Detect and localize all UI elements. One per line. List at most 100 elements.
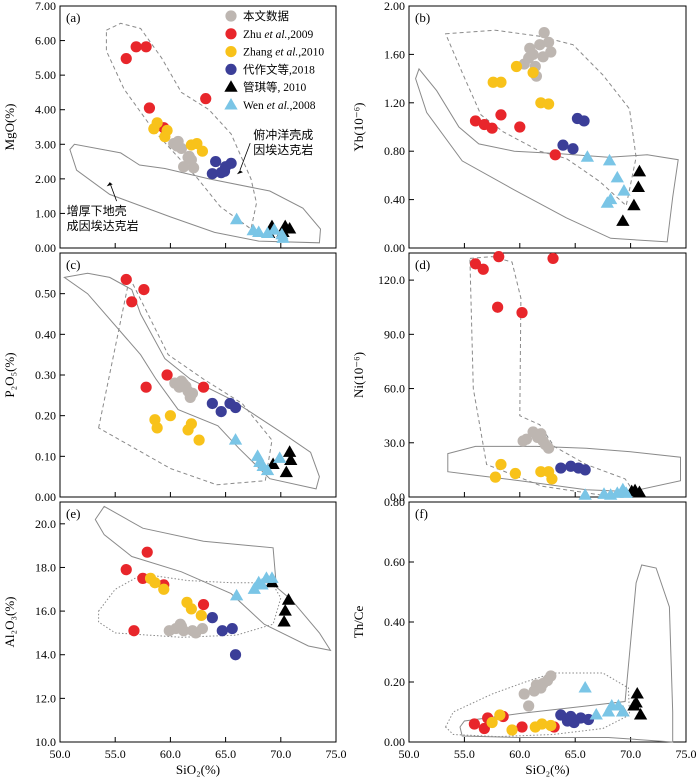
data-point xyxy=(281,593,296,605)
panel-tag: (b) xyxy=(415,10,430,25)
legend-marker xyxy=(225,28,237,40)
data-point xyxy=(535,682,547,694)
y-tick-label: 16.0 xyxy=(35,604,56,618)
y-tick-label: 0.80 xyxy=(384,144,405,158)
data-point xyxy=(510,60,523,73)
data-point xyxy=(486,122,498,134)
data-point xyxy=(545,670,557,682)
data-point xyxy=(196,622,209,635)
data-point xyxy=(531,431,544,443)
x-tick-label: 75.0 xyxy=(676,747,697,761)
series-zhu-2009 xyxy=(120,546,210,637)
panel-tag: (f) xyxy=(415,506,428,521)
data-point xyxy=(545,719,557,732)
series-zhang-2010 xyxy=(486,709,557,736)
data-point xyxy=(266,457,280,470)
data-point xyxy=(141,546,153,558)
data-point xyxy=(543,98,555,110)
y-tick-label: 0.00 xyxy=(35,241,56,255)
data-point xyxy=(229,588,244,601)
data-point xyxy=(610,486,624,498)
x-tick-label: 60.0 xyxy=(509,747,530,761)
data-point xyxy=(493,251,505,263)
data-point xyxy=(487,76,499,88)
data-point xyxy=(128,625,140,637)
data-point xyxy=(265,571,279,583)
data-point xyxy=(206,397,218,410)
data-point xyxy=(549,149,561,161)
data-point xyxy=(578,681,592,693)
data-point xyxy=(557,139,569,151)
data-point xyxy=(193,434,205,446)
solid-field-boundary xyxy=(459,564,674,743)
data-point xyxy=(187,162,200,174)
annotation-arrowhead xyxy=(106,182,113,187)
legend-label: Zhang et al.,2010 xyxy=(243,47,324,59)
y-tick-label: 0.00 xyxy=(384,241,405,255)
data-point xyxy=(197,381,210,393)
series-wen-2008 xyxy=(229,212,290,243)
y-axis-title: Al₂O₃(%) xyxy=(2,597,17,648)
legend-label: Zhu et al.,2009 xyxy=(243,29,314,41)
data-point xyxy=(140,381,152,393)
panel-b: 0.00 0.40 0.80 1.20 1.60 2.00 Yb(10⁻⁶) (b) xyxy=(351,0,687,255)
series-wen-2008 xyxy=(229,571,279,601)
data-point xyxy=(492,301,504,313)
x-tick-label: 70.0 xyxy=(620,747,641,761)
annotation-text: 增厚下地壳 xyxy=(67,204,127,218)
data-point xyxy=(516,721,528,733)
y-tick-label: 18.0 xyxy=(35,560,56,574)
data-point xyxy=(580,150,595,162)
data-point xyxy=(534,39,546,51)
y-tick-label: 0.00 xyxy=(384,735,405,749)
data-point xyxy=(158,583,170,595)
legend: 本文数据 Zhu et al.,2009 Zhang et al.,2010 代作文等… xyxy=(224,9,324,112)
data-point xyxy=(195,609,207,622)
data-point xyxy=(619,486,633,498)
data-point xyxy=(184,391,196,403)
legend-marker xyxy=(225,10,237,22)
y-tick-label: 2.00 xyxy=(35,172,56,186)
panel-d: 0.0 30.0 60.0 90.0 120.0 Ni(10⁻⁶) (d) xyxy=(351,251,687,504)
data-point xyxy=(469,115,482,127)
data-point xyxy=(632,485,647,498)
y-tick-label: 60.0 xyxy=(384,382,405,396)
data-point xyxy=(225,157,237,169)
y-tick-label: 0.40 xyxy=(384,615,405,629)
data-point xyxy=(506,724,518,736)
data-point xyxy=(185,603,197,615)
data-point xyxy=(200,93,212,105)
solid-field-boundary xyxy=(94,505,332,652)
series-this-study xyxy=(518,670,557,712)
data-point xyxy=(477,263,489,275)
data-point xyxy=(282,221,297,234)
data-point xyxy=(468,718,480,730)
data-point xyxy=(494,709,506,721)
x-tick-label: 55.0 xyxy=(105,747,126,761)
series-zhang-2010 xyxy=(149,410,205,446)
data-point xyxy=(527,66,539,79)
series-this-study xyxy=(518,27,557,82)
data-point xyxy=(151,117,163,129)
x-tick-label: 65.0 xyxy=(215,747,236,761)
data-point xyxy=(210,155,222,168)
y-tick-label: 0.60 xyxy=(384,555,405,569)
x-tick-label: 65.0 xyxy=(565,747,586,761)
data-point xyxy=(604,192,618,205)
data-point xyxy=(278,604,292,616)
data-point xyxy=(126,296,138,308)
y-tick-label: 3.00 xyxy=(35,137,56,151)
series-dai-2018 xyxy=(555,460,591,476)
data-point xyxy=(277,615,291,627)
data-point xyxy=(565,710,577,723)
data-point xyxy=(567,143,579,155)
panel-tag: (a) xyxy=(66,10,80,25)
series-zhang-2010 xyxy=(487,60,555,110)
data-point xyxy=(183,150,195,162)
solid-field-boundary xyxy=(63,272,320,490)
x-axis-title: SiO₂(%) xyxy=(525,762,569,777)
data-point xyxy=(486,716,498,729)
data-point xyxy=(543,36,555,48)
data-point xyxy=(273,451,287,463)
plot-frame xyxy=(59,501,337,743)
